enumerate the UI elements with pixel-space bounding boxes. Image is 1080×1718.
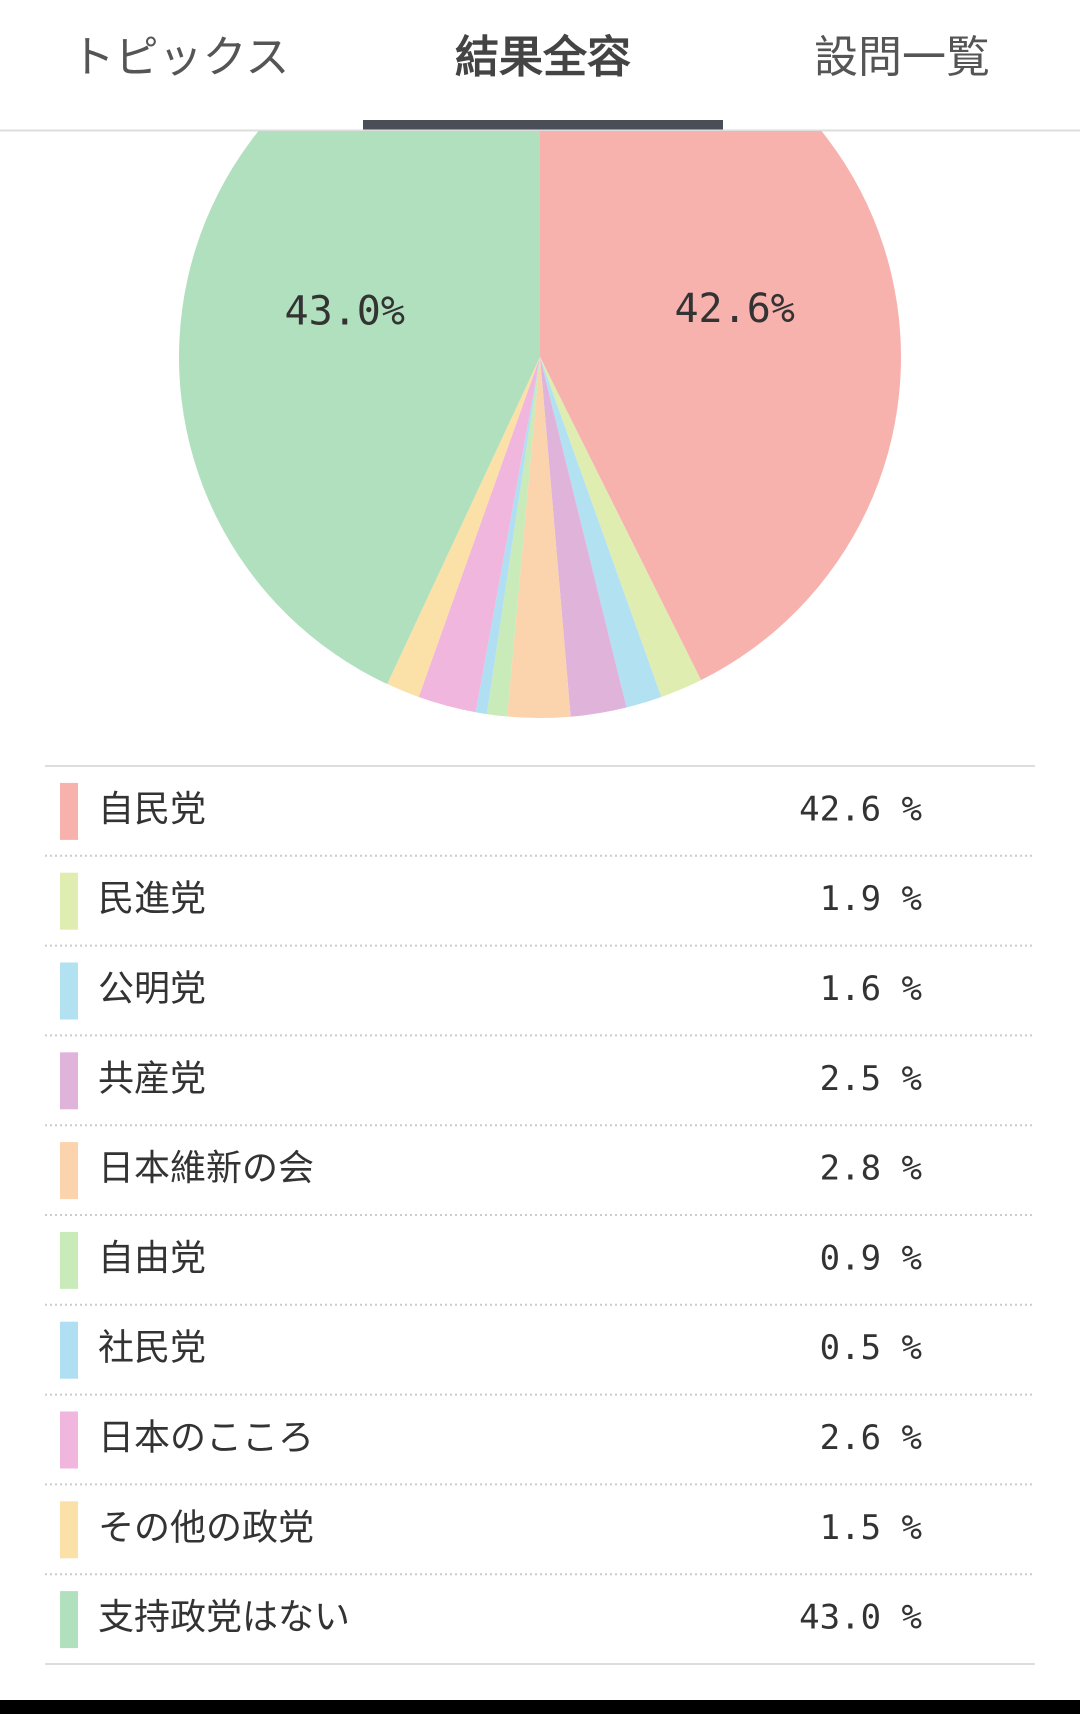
slice-label: 42.6% (674, 286, 794, 332)
party-name: 支持政党はない (98, 1597, 350, 1638)
party-name: その他の政党 (98, 1507, 314, 1548)
color-swatch (60, 782, 78, 840)
party-name: 共産党 (98, 1058, 206, 1099)
color-swatch (60, 1142, 78, 1200)
color-swatch (60, 1591, 78, 1649)
party-name: 公明党 (98, 969, 206, 1010)
party-name: 自民党 (98, 789, 206, 830)
color-swatch (60, 1052, 78, 1110)
party-value: 1.5 % (820, 1508, 922, 1548)
pie-slice (540, 357, 662, 708)
pie-slice (540, 131, 901, 681)
slice-label: 43.0% (285, 289, 405, 335)
pie-slice (179, 131, 540, 685)
pie-slice (387, 357, 540, 697)
nav-bar (0, 1700, 1080, 1714)
tab[interactable]: トピックス (71, 32, 290, 83)
color-swatch (60, 1231, 78, 1289)
party-value: 42.6 % (799, 789, 922, 829)
party-value: 2.8 % (820, 1149, 922, 1189)
active-tab-indicator (363, 120, 723, 131)
party-name: 日本維新の会 (98, 1148, 314, 1189)
color-swatch (60, 1321, 78, 1379)
party-name: 社民党 (98, 1328, 206, 1369)
tab[interactable]: 設問一覧 (814, 32, 990, 83)
party-name: 民進党 (98, 879, 206, 920)
pie-slice (540, 357, 627, 717)
color-swatch (60, 962, 78, 1020)
party-value: 0.9 % (820, 1238, 922, 1278)
pie-slice (540, 357, 702, 697)
pie (179, 131, 901, 718)
party-value: 0.5 % (820, 1328, 922, 1368)
pie-slice (486, 357, 540, 717)
party-value: 2.6 % (820, 1418, 922, 1458)
party-value: 1.6 % (820, 969, 922, 1009)
party-name: 日本のこころ (98, 1418, 314, 1459)
tab[interactable]: 結果全容 (455, 32, 631, 83)
color-swatch (60, 872, 78, 930)
party-value: 1.9 % (820, 879, 922, 919)
party-name: 自由党 (98, 1238, 206, 1279)
pie-slice (418, 357, 540, 713)
color-swatch (60, 1501, 78, 1559)
color-swatch (60, 1411, 78, 1469)
party-value: 43.0 % (799, 1598, 922, 1638)
pie-slice (507, 357, 571, 718)
pie-slice (475, 357, 540, 715)
party-value: 2.5 % (820, 1059, 922, 1099)
